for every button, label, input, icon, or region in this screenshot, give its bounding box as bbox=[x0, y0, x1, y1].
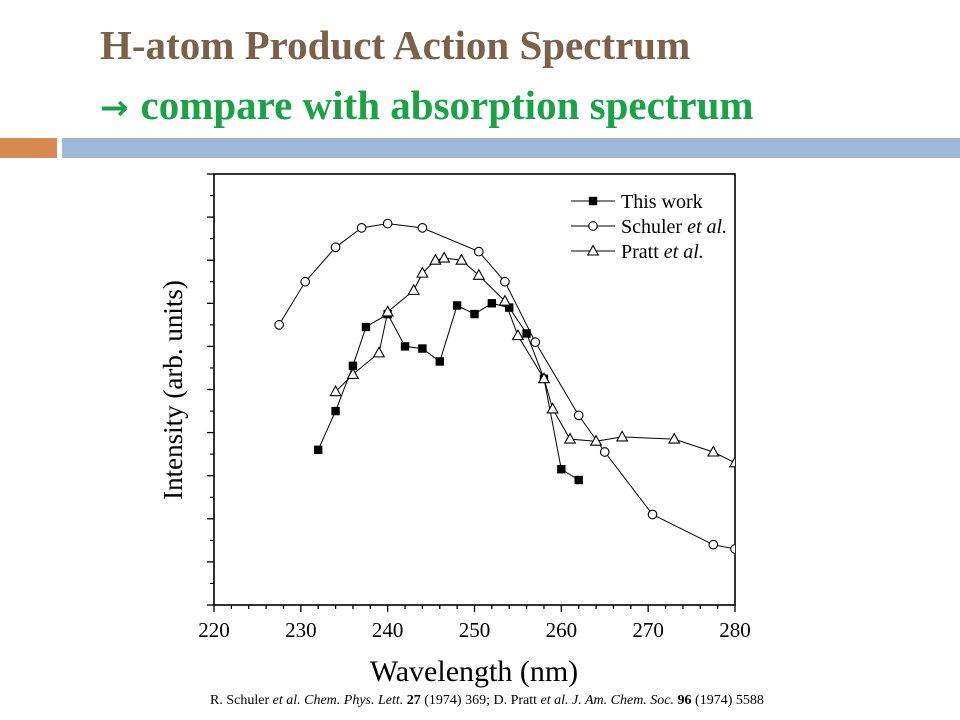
data-point-series-0 bbox=[348, 361, 358, 370]
data-point-series-1 bbox=[599, 447, 610, 457]
data-point-series-0 bbox=[331, 406, 340, 416]
x-tick-label: 280 bbox=[719, 618, 751, 642]
legend-marker bbox=[588, 221, 598, 231]
data-point-series-1 bbox=[530, 337, 541, 347]
data-point-series-0 bbox=[574, 475, 583, 485]
plot-frame bbox=[213, 173, 736, 606]
series-line-0 bbox=[317, 302, 579, 481]
data-point-series-0 bbox=[557, 465, 566, 474]
data-point-series-1 bbox=[330, 242, 341, 253]
data-point-series-0 bbox=[435, 357, 444, 366]
data-point-series-2 bbox=[498, 294, 512, 306]
data-point-series-1 bbox=[417, 223, 428, 233]
series-line-2 bbox=[335, 257, 735, 464]
data-point-series-0 bbox=[470, 309, 479, 319]
data-point-series-2 bbox=[329, 385, 342, 397]
x-tick-label: 230 bbox=[285, 618, 317, 642]
data-point-series-2 bbox=[589, 434, 603, 446]
data-point-series-1 bbox=[300, 276, 311, 287]
accent-bar-left bbox=[0, 138, 57, 158]
chart-legend: This work Schuler et al. Pratt et al. bbox=[571, 191, 727, 263]
y-axis-label: Intensity (arb. units) bbox=[158, 280, 188, 500]
data-point-series-1 bbox=[573, 410, 584, 421]
x-tick-label: 260 bbox=[546, 618, 578, 642]
series-line-1 bbox=[278, 223, 735, 550]
data-point-series-2 bbox=[563, 432, 577, 444]
data-point-series-2 bbox=[546, 402, 559, 414]
legend-marker bbox=[588, 196, 598, 206]
data-point-series-2 bbox=[511, 328, 525, 341]
data-point-series-2 bbox=[472, 268, 486, 280]
citation: R. Schuler et al. Chem. Phys. Lett. 27 (… bbox=[210, 693, 764, 708]
data-point-series-2 bbox=[381, 305, 394, 317]
data-point-series-0 bbox=[522, 329, 531, 338]
data-point-series-2 bbox=[728, 456, 735, 468]
data-point-series-1 bbox=[500, 276, 510, 287]
data-point-series-0 bbox=[314, 445, 323, 455]
x-axis-label: Wavelength (nm) bbox=[370, 655, 578, 688]
data-point-series-2 bbox=[372, 346, 386, 358]
data-point-series-2 bbox=[429, 253, 442, 265]
data-point-series-1 bbox=[473, 246, 484, 257]
data-point-series-0 bbox=[487, 299, 497, 308]
data-point-series-1 bbox=[274, 320, 284, 330]
data-point-series-2 bbox=[346, 367, 360, 379]
legend-marker bbox=[586, 244, 600, 256]
data-point-series-1 bbox=[356, 223, 367, 233]
data-point-series-2 bbox=[455, 253, 468, 265]
data-point-series-2 bbox=[707, 445, 720, 457]
legend-label: Pratt et al. bbox=[621, 241, 704, 263]
data-point-series-0 bbox=[418, 344, 427, 353]
x-tick-label: 250 bbox=[459, 618, 491, 642]
data-point-series-1 bbox=[382, 218, 393, 229]
data-point-series-1 bbox=[708, 539, 719, 550]
x-tick-label: 240 bbox=[372, 618, 404, 642]
data-point-series-2 bbox=[437, 251, 451, 263]
right-arrow-icon: → bbox=[100, 88, 129, 128]
legend-label: Schuler et al. bbox=[621, 216, 727, 238]
data-point-series-2 bbox=[667, 432, 681, 444]
data-point-series-2 bbox=[615, 430, 629, 442]
page-subtitle: → compare with absorption spectrum bbox=[100, 82, 754, 131]
legend-label: This work bbox=[621, 191, 703, 213]
data-point-series-1 bbox=[647, 509, 658, 520]
data-point-series-0 bbox=[505, 303, 514, 312]
data-point-series-0 bbox=[400, 342, 410, 351]
subtitle-text: compare with absorption spectrum bbox=[140, 82, 754, 128]
accent-bar-right bbox=[62, 138, 960, 158]
data-point-series-0 bbox=[452, 301, 462, 310]
x-tick-label: 270 bbox=[632, 618, 664, 642]
data-point-series-2 bbox=[537, 372, 551, 384]
data-point-series-1 bbox=[730, 544, 735, 554]
x-tick-label: 220 bbox=[198, 618, 230, 642]
data-point-series-2 bbox=[416, 266, 429, 278]
data-point-series-2 bbox=[407, 283, 420, 295]
data-point-series-0 bbox=[361, 322, 371, 332]
page-title: H-atom Product Action Spectrum bbox=[100, 22, 691, 68]
